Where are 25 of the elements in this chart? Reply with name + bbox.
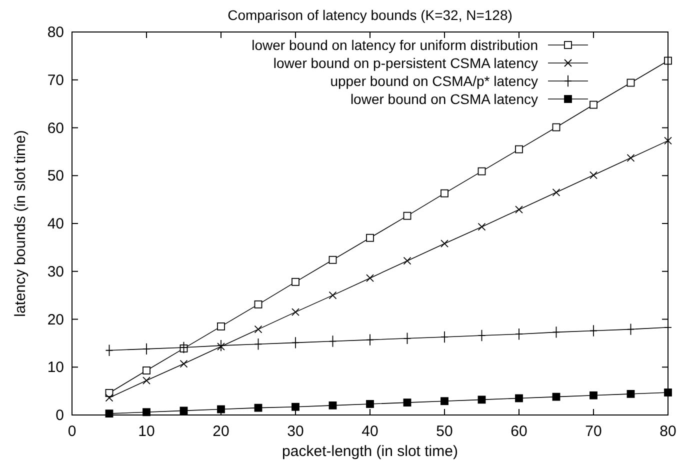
legend-label: upper bound on CSMA/p* latency [330,73,538,89]
y-axis-title: latency bounds (in slot time) [12,130,29,317]
y-tick-label: 60 [47,120,64,137]
x-tick-label: 0 [68,423,76,440]
x-tick-label: 30 [287,423,304,440]
x-tick-label: 20 [212,423,230,440]
x-tick-label: 70 [585,423,602,440]
y-tick-label: 0 [56,407,64,424]
legend-label: lower bound on p-persistent CSMA latency [273,55,538,71]
x-tick-label: 60 [510,423,528,440]
legend-label: lower bound on latency for uniform distribution [252,37,538,53]
y-tick-label: 50 [47,168,64,185]
x-axis-title: packet-length (in slot time) [282,443,458,460]
x-tick-label: 10 [138,423,155,440]
x-tick-label: 50 [436,423,453,440]
y-tick-label: 80 [47,24,64,41]
y-tick-label: 70 [47,72,64,89]
x-tick-label: 80 [660,423,676,440]
y-tick-label: 10 [47,359,64,376]
y-tick-label: 40 [47,216,64,232]
chart-title: Comparison of latency bounds (K=32, N=128) [228,7,512,23]
y-tick-label: 30 [47,263,64,280]
x-tick-label: 40 [362,423,378,440]
y-tick-label: 20 [47,311,64,328]
legend-label: lower bound on CSMA latency [350,91,538,107]
